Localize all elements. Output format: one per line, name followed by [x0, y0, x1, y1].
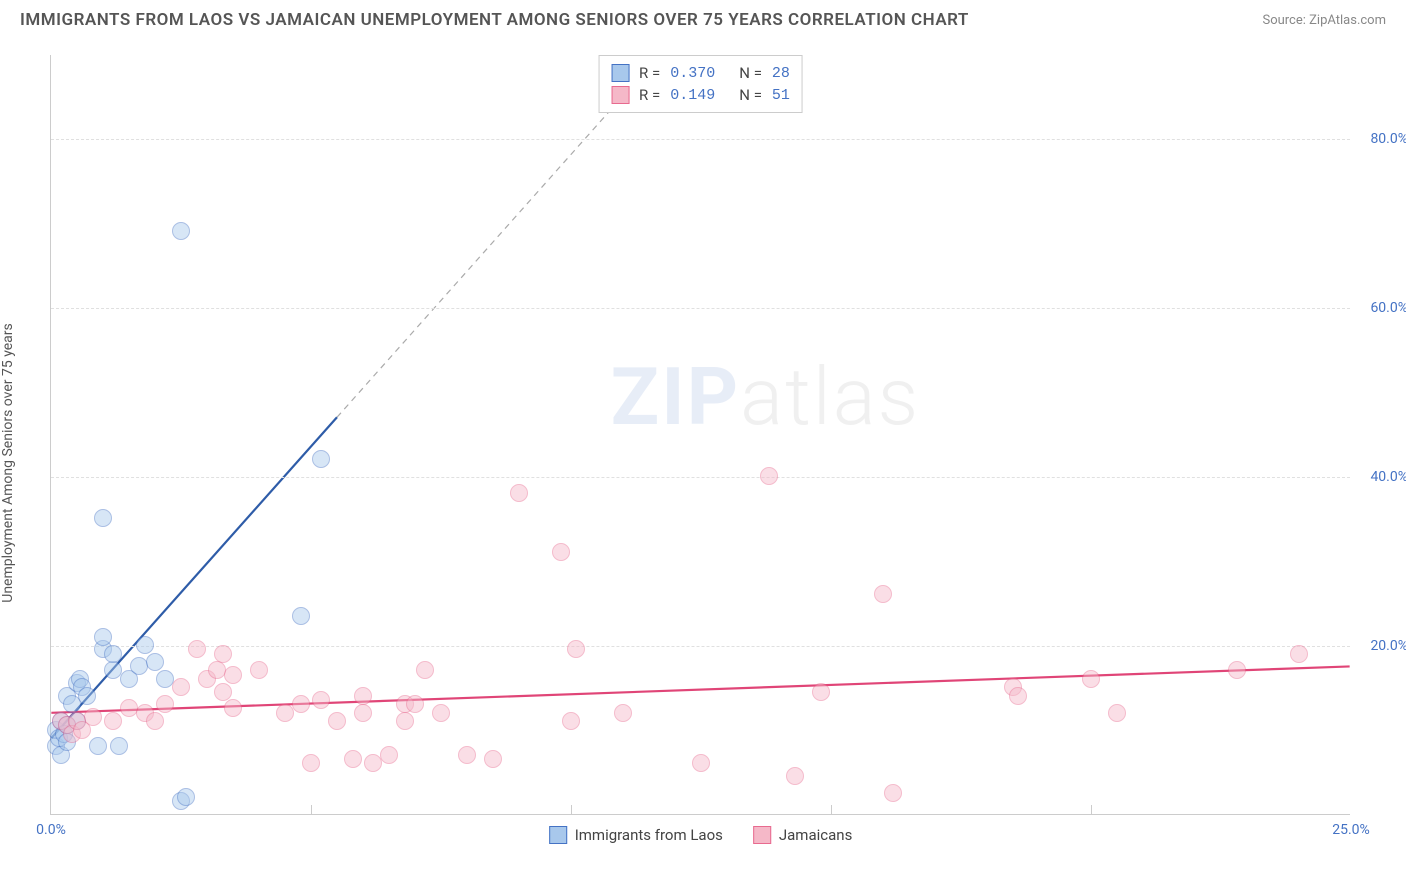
data-point — [94, 509, 112, 527]
data-point — [292, 607, 310, 625]
gridline-horizontal — [51, 477, 1350, 478]
header: IMMIGRANTS FROM LAOS VS JAMAICAN UNEMPLO… — [0, 0, 1406, 35]
data-point — [1290, 645, 1308, 663]
x-axis-legend: Immigrants from Laos Jamaicans — [549, 826, 853, 844]
data-point — [146, 653, 164, 671]
data-point — [78, 687, 96, 705]
trend-lines — [51, 55, 1350, 814]
data-point — [110, 737, 128, 755]
x-minor-tick — [831, 805, 832, 815]
data-point — [458, 746, 476, 764]
data-point — [416, 661, 434, 679]
data-point — [302, 754, 320, 772]
data-point — [812, 683, 830, 701]
x-tick-label: 0.0% — [36, 822, 66, 838]
data-point — [562, 712, 580, 730]
data-point — [312, 691, 330, 709]
stat-r-label: R = — [639, 64, 660, 82]
stat-n-value: 28 — [772, 65, 790, 82]
stat-r-value: 0.149 — [670, 87, 715, 104]
data-point — [104, 645, 122, 663]
data-point — [156, 695, 174, 713]
legend-swatch — [549, 826, 567, 844]
watermark: ZIPatlas — [611, 350, 921, 444]
data-point — [250, 661, 268, 679]
data-point — [188, 640, 206, 658]
legend-swatch — [753, 826, 771, 844]
data-point — [312, 450, 330, 468]
gridline-horizontal — [51, 646, 1350, 647]
data-point — [614, 704, 632, 722]
y-tick-label: 20.0% — [1370, 638, 1406, 654]
y-tick-label: 40.0% — [1370, 469, 1406, 485]
stat-n-label: N = — [739, 86, 762, 104]
data-point — [432, 704, 450, 722]
trend-line-solid — [51, 666, 1349, 712]
data-point — [214, 683, 232, 701]
legend-item: Immigrants from Laos — [549, 826, 723, 844]
legend-swatch — [611, 64, 629, 82]
data-point — [84, 708, 102, 726]
data-point — [380, 746, 398, 764]
data-point — [1228, 661, 1246, 679]
data-point — [406, 695, 424, 713]
data-point — [214, 645, 232, 663]
data-point — [89, 737, 107, 755]
y-tick-label: 60.0% — [1370, 300, 1406, 316]
page-title: IMMIGRANTS FROM LAOS VS JAMAICAN UNEMPLO… — [20, 10, 969, 30]
data-point — [1082, 670, 1100, 688]
stat-n-value: 51 — [772, 87, 790, 104]
data-point — [136, 636, 154, 654]
data-point — [146, 712, 164, 730]
x-minor-tick — [311, 805, 312, 815]
stats-row: R = 0.370 N = 28 — [611, 62, 790, 84]
data-point — [328, 712, 346, 730]
x-minor-tick — [571, 805, 572, 815]
watermark-bold: ZIP — [611, 350, 741, 444]
legend-item: Jamaicans — [753, 826, 852, 844]
data-point — [552, 543, 570, 561]
correlation-stats-box: R = 0.370 N = 28 R = 0.149 N = 51 — [598, 55, 803, 113]
data-point — [224, 666, 242, 684]
watermark-light: atlas — [740, 350, 920, 444]
data-point — [172, 678, 190, 696]
data-point — [884, 784, 902, 802]
data-point — [177, 788, 195, 806]
stat-r-value: 0.370 — [670, 65, 715, 82]
data-point — [760, 467, 778, 485]
data-point — [344, 750, 362, 768]
data-point — [692, 754, 710, 772]
stat-n-label: N = — [739, 64, 762, 82]
data-point — [567, 640, 585, 658]
data-point — [104, 712, 122, 730]
y-axis-label: Unemployment Among Seniors over 75 years — [0, 323, 16, 603]
legend-swatch — [611, 86, 629, 104]
scatter-chart: Unemployment Among Seniors over 75 years… — [0, 35, 1406, 875]
data-point — [1009, 687, 1027, 705]
data-point — [354, 687, 372, 705]
y-tick-label: 80.0% — [1370, 131, 1406, 147]
data-point — [484, 750, 502, 768]
x-tick-label: 25.0% — [1332, 822, 1370, 838]
data-point — [786, 767, 804, 785]
gridline-horizontal — [51, 308, 1350, 309]
data-point — [510, 484, 528, 502]
data-point — [292, 695, 310, 713]
data-point — [354, 704, 372, 722]
gridline-horizontal — [51, 139, 1350, 140]
data-point — [94, 628, 112, 646]
stats-row: R = 0.149 N = 51 — [611, 84, 790, 106]
plot-area: ZIPatlas R =0.370N =28R =0.149N =51 Immi… — [50, 55, 1350, 815]
x-minor-tick — [1091, 805, 1092, 815]
legend-label: Immigrants from Laos — [575, 826, 723, 844]
data-point — [396, 712, 414, 730]
data-point — [224, 699, 242, 717]
data-point — [874, 585, 892, 603]
stat-r-label: R = — [639, 86, 660, 104]
source-attribution: Source: ZipAtlas.com — [1262, 13, 1386, 28]
data-point — [172, 222, 190, 240]
legend-label: Jamaicans — [779, 826, 852, 844]
data-point — [1108, 704, 1126, 722]
